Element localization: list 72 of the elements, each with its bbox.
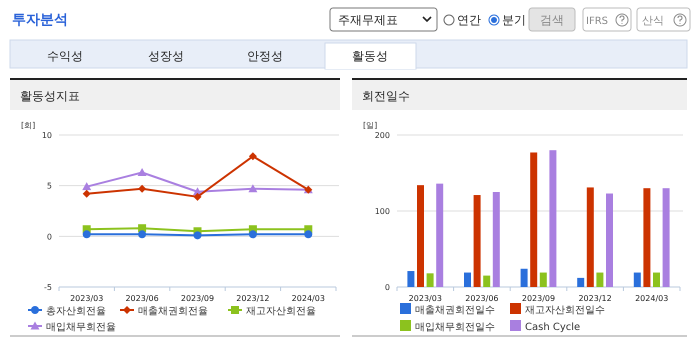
- bar: [606, 194, 613, 287]
- legend-label: 매입채무회전일수: [415, 322, 495, 333]
- bar: [492, 192, 500, 287]
- chart-title: 회전일수: [362, 89, 410, 103]
- legend-label: 총자산회전율: [46, 306, 106, 317]
- text: 검색: [540, 13, 564, 27]
- y-tick-label: 100: [374, 207, 390, 216]
- bar: [464, 272, 471, 287]
- legend-label: 매입채무회전율: [46, 322, 116, 333]
- bar: [577, 278, 584, 287]
- point: [138, 184, 146, 193]
- text: 투자분석: [12, 12, 68, 28]
- point: [304, 230, 312, 238]
- bar: [483, 276, 490, 287]
- y-axis-title: [회]: [21, 121, 36, 130]
- text: 수익성: [47, 49, 83, 63]
- point: [194, 231, 202, 240]
- x-tick-label: 2023/06: [465, 294, 499, 303]
- text: 안정성: [247, 49, 283, 63]
- text: 연간: [457, 13, 481, 27]
- bar: [634, 272, 641, 287]
- x-tick-label: 2023/09: [522, 294, 556, 303]
- bar: [474, 195, 481, 287]
- bar: [540, 272, 547, 287]
- point: [248, 152, 257, 160]
- y-tick-label: 10: [42, 131, 52, 140]
- x-tick-label: 2024/03: [292, 294, 325, 303]
- text: 분기: [502, 13, 526, 27]
- x-tick-label: 2024/03: [635, 294, 668, 303]
- y-tick-label: 200: [374, 131, 390, 140]
- legend-label: 매출채권회전율: [138, 306, 208, 317]
- x-tick-label: 2023/12: [236, 294, 270, 303]
- bar: [520, 268, 528, 287]
- text: 성장성: [148, 49, 184, 63]
- bar: [407, 271, 414, 287]
- y-axis-title: [일]: [363, 121, 378, 130]
- bar: [662, 188, 670, 287]
- text: 활동성: [352, 49, 388, 63]
- bar: [653, 272, 660, 287]
- x-tick-label: 2023/03: [408, 294, 442, 303]
- x-tick-label: 2023/06: [125, 294, 159, 303]
- point: [82, 190, 91, 198]
- y-tick-label: -5: [44, 283, 52, 292]
- point: [194, 192, 202, 201]
- point: [138, 230, 146, 238]
- text: IFRS: [586, 16, 608, 27]
- legend-label: 재고자산회전일수: [525, 305, 605, 316]
- bar: [549, 150, 556, 287]
- y-tick-label: 0: [384, 283, 390, 292]
- bar: [596, 272, 604, 287]
- point: [82, 230, 91, 238]
- legend-label: 재고자산회전율: [246, 306, 316, 317]
- x-tick-label: 2023/12: [578, 294, 612, 303]
- point: [82, 182, 92, 190]
- legend-label: 매출채권회전일수: [415, 305, 495, 316]
- point: [248, 230, 257, 238]
- x-tick-label: 2023/09: [180, 294, 214, 303]
- y-tick-label: 0: [46, 232, 52, 242]
- legend-label: Cash Cycle: [525, 322, 580, 333]
- bar: [643, 188, 650, 287]
- x-tick-label: 2023/03: [70, 294, 104, 303]
- point: [248, 184, 258, 192]
- bar: [417, 185, 424, 287]
- bar: [436, 184, 444, 287]
- chart-title: 활동성지표: [20, 89, 80, 103]
- bar: [586, 187, 594, 287]
- y-tick-label: 5: [46, 182, 52, 191]
- text: 주재무제표: [338, 13, 398, 27]
- bar: [426, 273, 434, 287]
- point: [138, 168, 147, 176]
- text: 산식: [642, 14, 664, 27]
- bar: [530, 152, 538, 287]
